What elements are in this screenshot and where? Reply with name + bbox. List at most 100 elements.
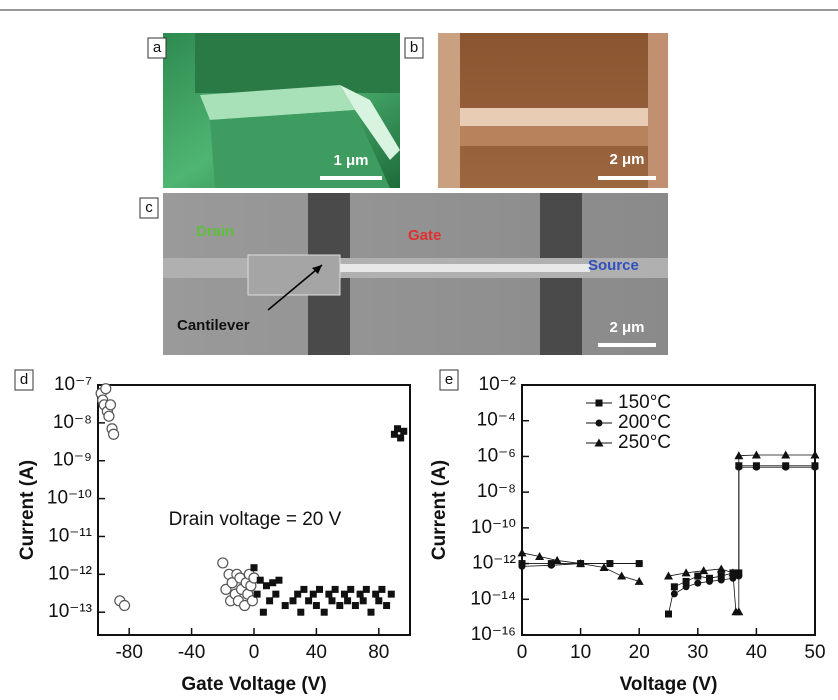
scale-bar-label: 1 μm [333,152,368,169]
point [782,463,790,471]
point [289,597,297,605]
sem-image-b [438,33,668,188]
point [272,590,280,598]
panel-label-box [147,37,167,59]
x-tick-label: 40 [306,642,327,663]
point [634,576,644,585]
sem-image-c [163,193,668,355]
point [344,597,352,605]
x-tick-label: 80 [368,642,389,663]
panel-label: d [20,371,28,388]
y-tick-label: 10⁻² [479,374,517,395]
x-axis-label: Gate Voltage (V) [181,674,326,695]
scale-bar-label: 2 μm [609,319,644,336]
y-tick-label: 10⁻¹² [472,553,516,574]
panel-label: a [153,39,162,56]
point [367,608,375,616]
x-tick-label: 40 [746,642,767,663]
panel-label-box [404,37,424,59]
point [362,585,370,593]
annotation: Drain voltage = 20 V [169,509,342,530]
plot-frame [521,384,816,636]
legend-label: 250°C [618,432,671,453]
series-line [521,454,815,613]
point [535,551,545,560]
y-tick-label: 10⁻¹² [48,563,92,584]
legend-marker [595,419,603,427]
point [717,572,725,580]
point [356,590,364,598]
point [336,602,344,610]
point [375,597,383,605]
x-tick-label: 20 [629,642,650,663]
panel-label-box [439,369,459,391]
region-label: Drain [196,223,234,240]
point [665,610,672,618]
point [220,583,232,596]
point [682,583,690,591]
y-tick-label: 10⁻⁴ [477,410,516,431]
series-line [522,465,815,615]
point [351,602,359,610]
point [266,597,274,605]
point [118,599,131,612]
point [390,430,398,438]
point [681,568,691,577]
point [576,559,586,568]
point [716,564,726,573]
x-tick-label: -40 [178,642,205,663]
point [599,563,609,572]
y-tick-label: 10⁻⁹ [53,450,92,471]
point [297,608,305,616]
x-tick-label: 10 [570,642,591,663]
point [253,590,261,598]
point [256,576,264,584]
point [100,383,112,395]
legend-label: 200°C [618,412,671,433]
y-tick-label: 10⁻⁸ [477,481,516,502]
y-tick-label: 10⁻⁶ [477,445,516,466]
y-tick-label: 10⁻⁸ [53,412,92,433]
point [281,602,289,610]
point [606,560,614,568]
point [331,585,339,593]
point [104,399,117,411]
panel-label: b [410,39,418,56]
scale-bar-label: 2 μm [609,151,644,168]
point [751,450,761,459]
x-tick-label: 50 [804,642,825,663]
point [294,590,302,598]
point [394,425,402,433]
region-label: Source [588,257,639,274]
point [664,571,673,580]
legend-label: 150°C [618,392,671,413]
point [752,463,760,471]
y-axis-label: Current (A) [429,460,450,560]
point [259,608,267,616]
region-label: Gate [408,227,441,244]
x-axis-label: Voltage (V) [620,674,718,695]
point [269,579,277,587]
point [635,560,643,568]
point [729,574,737,582]
point [246,595,259,607]
point [670,583,678,591]
y-tick-label: 10⁻¹⁰ [47,488,92,509]
legend-marker [594,438,604,447]
x-tick-label: 0 [517,642,528,663]
point [328,597,336,605]
panel-label: e [445,371,453,388]
point [309,590,317,598]
point [347,585,355,593]
point [320,608,328,616]
point [617,571,627,580]
point [262,582,270,590]
point [781,450,791,459]
point [694,572,702,580]
point [372,590,380,598]
point [312,602,320,610]
point [300,585,308,593]
y-tick-label: 10⁻¹⁰ [471,517,516,538]
point [694,579,702,587]
